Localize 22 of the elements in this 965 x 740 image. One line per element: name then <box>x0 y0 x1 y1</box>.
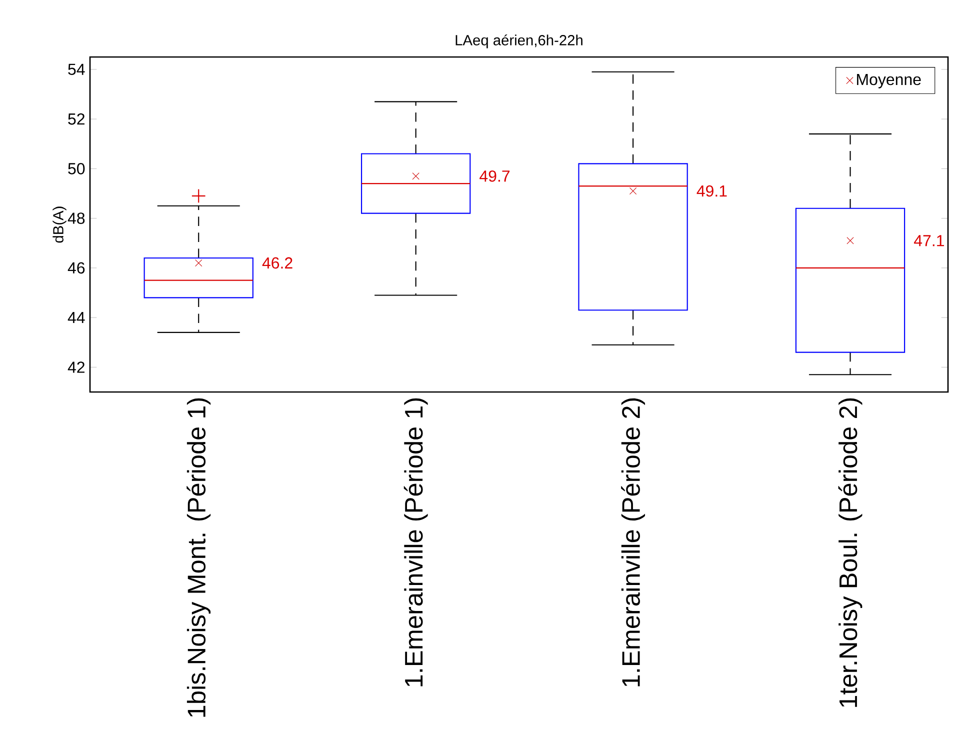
y-tick-label: 48 <box>68 212 85 224</box>
annotation: 49.1 <box>696 185 727 197</box>
y-tick-label: 44 <box>68 312 85 324</box>
annotation: 49.7 <box>480 170 510 182</box>
x-tick-label: 1bis.Noisy Mont. (Période 1) <box>186 398 211 717</box>
y-tick-label: 52 <box>68 113 84 125</box>
point <box>412 172 420 180</box>
y-axis-title: dB(A) <box>52 206 66 243</box>
point <box>846 237 854 244</box>
annotation: 46.2 <box>262 257 292 269</box>
annotation: 47.1 <box>914 235 944 246</box>
legend-label: Moyenne <box>857 74 921 88</box>
y-tick-label: 42 <box>68 362 84 373</box>
x-tick-label: 1.Emerainville (Période 1) <box>404 398 428 686</box>
x-tick-label: 1.Emerainville (Période 2) <box>621 398 645 686</box>
point <box>195 259 202 267</box>
y-tick-label: 46 <box>68 262 85 274</box>
point <box>629 187 637 195</box>
chart-title: LAeq aérien,6h-22h <box>456 34 582 48</box>
y-tick-label: 50 <box>68 163 85 174</box>
x-tick-label: 1ter.Noisy Boul. (Période 2) <box>838 398 862 707</box>
y-tick-label: 54 <box>68 64 85 75</box>
